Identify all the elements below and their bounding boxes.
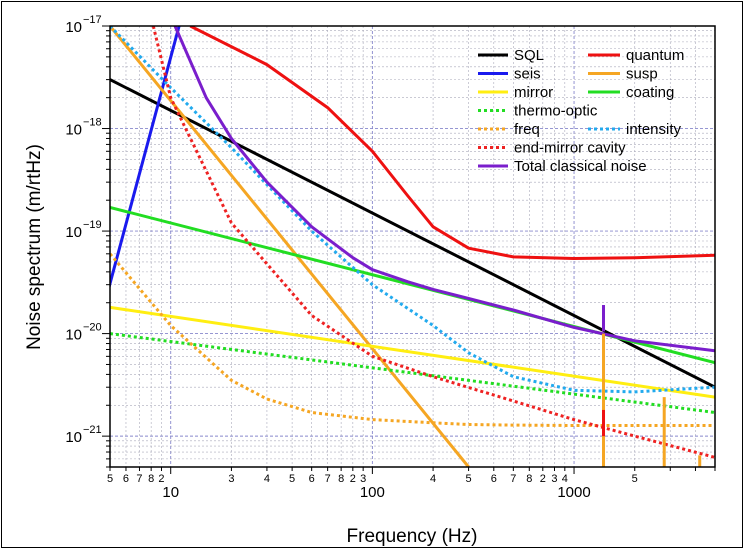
legend: SQL quantum seis susp mirror coating thermo-op… (478, 47, 684, 175)
series-line-seis (110, 26, 181, 290)
y-tick-label: 10 (65, 429, 82, 446)
y-tick-exponent: −19 (83, 219, 102, 231)
x-minor-tick-label: 8 (526, 473, 532, 485)
y-tick-label: 10 (65, 327, 82, 344)
y-axis-title: Noise spectrum (m/rtHz) (24, 144, 45, 350)
x-major-tick-label: 1000 (557, 484, 590, 501)
legend-label: quantum (626, 47, 684, 64)
x-minor-tick-label: 5 (107, 473, 113, 485)
series-line-quantum (189, 26, 715, 260)
x-axis-title: Frequency (Hz) (347, 526, 478, 547)
series-line-intensity (110, 26, 715, 394)
legend-label: susp (626, 66, 658, 83)
series-line-sql (110, 78, 715, 389)
y-tick-exponent: −18 (83, 117, 102, 129)
x-minor-tick-label: 7 (510, 473, 516, 485)
legend-label: mirror (514, 84, 553, 101)
x-minor-tick-label: 5 (632, 473, 638, 485)
legend-label: coating (626, 84, 674, 101)
x-minor-tick-label: 2 (158, 473, 164, 485)
series-line-total-classical-noise (173, 26, 715, 353)
x-minor-tick-label: 3 (228, 473, 234, 485)
x-minor-tick-label: 4 (562, 473, 568, 485)
y-tick-exponent: −21 (83, 424, 102, 436)
x-minor-tick-label: 2 (350, 473, 356, 485)
x-minor-tick-label: 6 (123, 473, 129, 485)
legend-label: seis (514, 66, 541, 83)
x-minor-tick-label: 7 (136, 473, 142, 485)
x-minor-tick-label: 8 (148, 473, 154, 485)
y-tick-exponent: −17 (83, 14, 102, 26)
series-line-susp (110, 26, 470, 467)
x-minor-tick-label: 6 (309, 473, 315, 485)
series-line-mirror (110, 305, 715, 399)
x-minor-tick-label: 7 (325, 473, 331, 485)
series-line-thermo-optic (110, 332, 715, 414)
y-tick-label: 10 (65, 19, 82, 36)
x-minor-tick-label: 5 (289, 473, 295, 485)
y-tick-label: 10 (65, 224, 82, 241)
legend-label: freq (514, 121, 540, 138)
x-minor-tick-label: 3 (551, 473, 557, 485)
x-minor-tick-label: 4 (430, 473, 436, 485)
x-minor-tick-label: 6 (491, 473, 497, 485)
legend-label: Total classical noise (514, 158, 647, 175)
legend-label: end-mirror cavity (514, 140, 626, 157)
x-minor-tick-label: 5 (466, 473, 472, 485)
legend-label: SQL (514, 47, 544, 64)
x-minor-tick-label: 3 (360, 473, 366, 485)
x-minor-tick-label: 8 (338, 473, 344, 485)
x-major-tick-label: 100 (360, 484, 385, 501)
legend-label: thermo-optic (514, 103, 598, 120)
x-minor-tick-label: 2 (540, 473, 546, 485)
x-minor-tick-label: 4 (264, 473, 270, 485)
x-major-tick-label: 10 (162, 484, 179, 501)
y-tick-exponent: −20 (83, 322, 102, 334)
series-line-end-mirror-cavity (151, 26, 715, 459)
data-series (110, 26, 715, 467)
y-tick-label: 10 (65, 122, 82, 139)
legend-label: intensity (626, 121, 682, 138)
